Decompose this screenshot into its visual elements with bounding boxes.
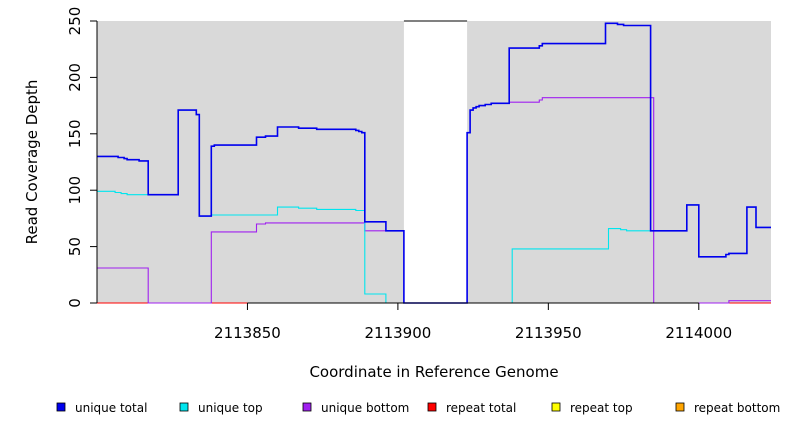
legend-label-repeat-total: repeat total (446, 401, 516, 415)
y-tick-label: 0 (66, 298, 84, 308)
legend-swatch-repeat-top (551, 402, 561, 412)
legend-label-repeat-top: repeat top (570, 401, 633, 415)
y-tick-label: 150 (66, 119, 84, 148)
gap-region (403, 21, 468, 303)
x-tick-label: 2113950 (515, 324, 582, 342)
y-tick-label: 250 (66, 7, 84, 36)
y-tick-label: 100 (66, 176, 84, 205)
legend-swatch-repeat-total (427, 402, 437, 412)
y-tick-label: 200 (66, 63, 84, 92)
y-axis: 0 50 100 150 200 250 (66, 7, 98, 308)
x-axis-title: Coordinate in Reference Genome (309, 363, 558, 381)
x-tick-label: 2114000 (665, 324, 732, 342)
x-tick-label: 2113900 (364, 324, 431, 342)
legend-label-unique-total: unique total (75, 401, 147, 415)
legend-swatch-unique-top (179, 402, 189, 412)
y-axis-title: Read Coverage Depth (23, 80, 41, 245)
legend-label-unique-top: unique top (198, 401, 263, 415)
x-axis: 2113850 2113900 2113950 2114000 (214, 302, 732, 342)
legend-swatch-unique-bottom (302, 402, 312, 412)
y-tick-label: 50 (66, 237, 84, 256)
legend-label-unique-bottom: unique bottom (321, 401, 409, 415)
legend-swatch-repeat-bottom (675, 402, 685, 412)
x-tick-label: 2113850 (214, 324, 281, 342)
legend-swatch-unique-total (56, 402, 66, 412)
series-line-unique-total (97, 22, 771, 304)
legend: unique total unique top unique bottom repea… (56, 401, 780, 415)
legend-label-repeat-bottom: repeat bottom (694, 401, 780, 415)
